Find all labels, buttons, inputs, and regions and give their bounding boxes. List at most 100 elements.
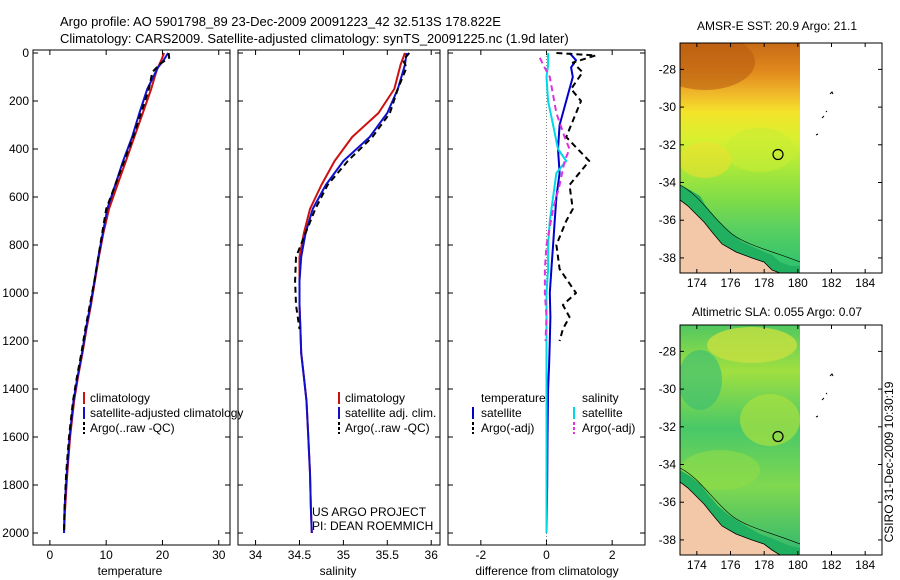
map-y-tick-label: -28 (659, 344, 677, 358)
map-x-tick-label: 180 (788, 558, 808, 572)
sst-map-axes: 174 176 178 180 182 184 -28 -30 -32 -34 -36 -38 (659, 43, 882, 290)
difference-axis-label: difference from climatology (475, 564, 618, 578)
difference-legend: temperature satellite Argo(-adj) salinit… (472, 391, 635, 435)
map-x-tick-label: 176 (720, 558, 740, 572)
legend-text-climatology: climatology (90, 391, 150, 405)
x-tick-label: 0 (47, 548, 54, 562)
pi-credit: PI: DEAN ROEMMICH (312, 519, 433, 533)
csiro-timestamp: CSIRO 31-Dec-2009 10:30:19 (882, 381, 896, 542)
difference-chart: -2 0 2 (448, 50, 645, 562)
series-line-climatology (63, 52, 166, 534)
sla-argo-location-marker (772, 430, 784, 443)
series-line-salinity-argo-adj- (538, 57, 571, 342)
sla-land (680, 481, 781, 555)
map-y-tick-label: -32 (659, 138, 677, 152)
sst-eddy-patch (725, 128, 795, 172)
series-line-salinity-satellite (545, 53, 568, 533)
series-line-temperature-satellite (545, 52, 577, 534)
legend-text-climatology: climatology (345, 391, 405, 405)
sla-map-field (680, 325, 800, 555)
temperature-panel-frame (32, 49, 231, 546)
sla-map-axes: 174 176 178 180 182 184 -28 -30 -32 -34 -36 -38 (659, 325, 882, 572)
temperature-axis-label: temperature (98, 564, 163, 578)
x-tick-label: 0 (543, 548, 550, 562)
project-credit: US ARGO PROJECT (312, 505, 427, 519)
sla-map-title: Altimetric SLA: 0.055 Argo: 0.07 (692, 305, 862, 319)
figure-title-line1: Argo profile: AO 5901798_89 23-Dec-2009 … (60, 14, 501, 29)
x-tick-label: 20 (156, 548, 170, 562)
temperature-chart: 0 10 20 30 0 200 400 600 800 1000 1200 1400 1600 1800… (2, 46, 230, 562)
sst-map-frame (679, 42, 883, 274)
legend-text-argo: Argo(..raw -QC) (345, 421, 430, 435)
y-tick-label: 200 (9, 94, 29, 108)
y-tick-label: 600 (9, 190, 29, 204)
sst-island-marks (815, 91, 834, 136)
salinity-chart: 34 34.5 35 35.5 36 (238, 50, 440, 562)
series-line-satellite-adj-clim- (298, 52, 408, 534)
series-line-temperature-argo-adj- (555, 52, 597, 342)
salinity-axis-label: salinity (320, 564, 357, 578)
series-line-argo-raw-qc- (294, 52, 411, 330)
map-x-tick-label: 176 (720, 276, 740, 290)
sla-high-patch (680, 450, 760, 490)
series-line-satellite-adjusted-climatology (63, 52, 169, 534)
sla-low-patch (680, 350, 722, 410)
map-x-tick-label: 184 (855, 558, 875, 572)
map-y-tick-label: -38 (659, 251, 677, 265)
sst-map-title: AMSR-E SST: 20.9 Argo: 21.1 (697, 19, 857, 33)
legend-text-argo: Argo(..raw -QC) (90, 421, 175, 435)
map-x-tick-label: 184 (855, 276, 875, 290)
salinity-panel-frame (237, 49, 441, 546)
x-tick-label: 35 (337, 548, 351, 562)
sst-eddy-patch (680, 142, 731, 178)
x-tick-label: 10 (99, 548, 113, 562)
legend-text-temp-satellite: satellite (481, 406, 522, 420)
map-y-tick-label: -34 (659, 176, 677, 190)
map-y-tick-label: -28 (659, 62, 677, 76)
map-x-tick-label: 182 (821, 276, 841, 290)
sst-map-field (680, 43, 800, 273)
temperature-legend: climatology satellite-adjusted climatolo… (83, 391, 243, 435)
salinity-legend: climatology satellite adj. clim. Argo(..… (338, 391, 436, 435)
legend-text-sal-argo: Argo(-adj) (582, 421, 635, 435)
legend-text-sal-satellite: satellite (582, 406, 623, 420)
series-line-argo-raw-qc- (63, 52, 171, 534)
y-tick-label: 1200 (2, 334, 29, 348)
map-x-tick-label: 178 (754, 558, 774, 572)
map-x-tick-label: 174 (687, 558, 707, 572)
y-tick-label: 1600 (2, 430, 29, 444)
legend-header-temperature: temperature (481, 391, 546, 405)
sla-map-frame (679, 324, 883, 556)
map-y-tick-label: -36 (659, 495, 677, 509)
sla-island-marks (815, 373, 834, 418)
map-y-tick-label: -36 (659, 213, 677, 227)
y-tick-label: 800 (9, 238, 29, 252)
map-y-tick-label: -30 (659, 100, 677, 114)
map-x-tick-label: 178 (754, 276, 774, 290)
x-tick-label: 30 (212, 548, 226, 562)
sst-argo-location-marker (772, 148, 784, 161)
y-tick-label: 1800 (2, 478, 29, 492)
legend-text-temp-argo: Argo(-adj) (481, 421, 534, 435)
sla-high-patch (740, 394, 800, 446)
map-y-tick-label: -30 (659, 382, 677, 396)
legend-text-satellite: satellite-adjusted climatology (90, 406, 243, 420)
y-tick-label: 1400 (2, 382, 29, 396)
map-y-tick-label: -32 (659, 420, 677, 434)
legend-header-salinity: salinity (582, 391, 619, 405)
legend-text-satellite: satellite adj. clim. (345, 406, 436, 420)
map-y-tick-label: -38 (659, 533, 677, 547)
series-line-climatology (298, 52, 406, 534)
y-tick-label: 2000 (2, 526, 29, 540)
y-tick-label: 1000 (2, 286, 29, 300)
y-tick-label: 0 (22, 46, 29, 60)
map-x-tick-label: 174 (687, 276, 707, 290)
map-x-tick-label: 180 (788, 276, 808, 290)
sst-warm-patch (680, 43, 755, 90)
sla-contour (680, 467, 800, 545)
y-tick-label: 400 (9, 142, 29, 156)
x-tick-label: 34 (249, 548, 263, 562)
x-tick-label: -2 (475, 548, 486, 562)
x-tick-label: 36 (425, 548, 439, 562)
